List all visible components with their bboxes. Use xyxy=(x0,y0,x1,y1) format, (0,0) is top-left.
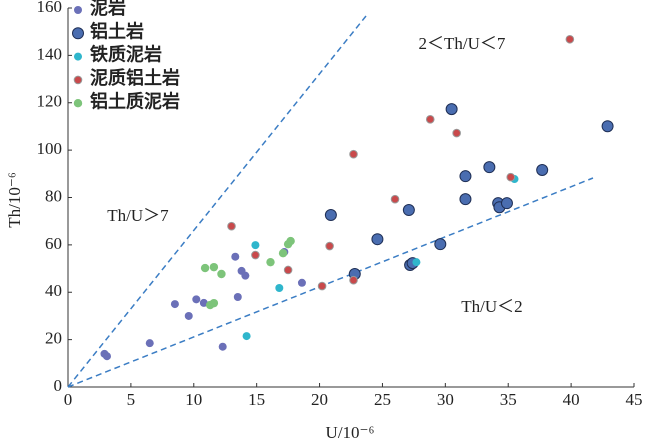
y-tick-label: 140 xyxy=(37,44,63,63)
point xyxy=(371,233,384,246)
annotation: Th/U＜2 xyxy=(461,297,522,316)
x-tick-label: 15 xyxy=(248,390,265,409)
x-tick-label: 20 xyxy=(311,390,328,409)
point xyxy=(266,257,275,267)
y-tick-label: 40 xyxy=(45,281,62,300)
x-tick-label: 35 xyxy=(500,390,517,409)
point xyxy=(452,128,461,138)
point xyxy=(324,209,337,222)
point xyxy=(233,292,242,301)
point xyxy=(565,34,575,44)
legend-marker xyxy=(73,75,83,85)
legend-label: 泥岩 xyxy=(90,0,126,18)
point xyxy=(283,265,293,275)
point xyxy=(241,271,250,280)
x-tick-label: 0 xyxy=(64,390,73,409)
y-axis-title: Th/10⁻⁶ xyxy=(5,172,24,228)
point xyxy=(209,298,219,308)
point xyxy=(459,170,472,183)
point xyxy=(317,281,327,291)
point xyxy=(227,221,236,231)
x-tick-label: 5 xyxy=(127,390,136,409)
x-tick-label: 25 xyxy=(374,390,391,409)
y-tick-label: 160 xyxy=(37,0,63,16)
point xyxy=(434,238,447,251)
y-tick-label: 100 xyxy=(37,139,63,158)
point xyxy=(390,194,400,204)
annotation: 2＜Th/U＜7 xyxy=(419,34,506,53)
point xyxy=(231,252,240,261)
legend-label: 铝土质泥岩 xyxy=(90,90,180,111)
point xyxy=(184,311,193,320)
point xyxy=(170,300,179,309)
ratio-line xyxy=(67,177,594,388)
point xyxy=(217,269,226,279)
x-tick-label: 10 xyxy=(185,390,202,409)
y-tick-label: 120 xyxy=(37,92,63,111)
y-tick-label: 20 xyxy=(45,329,62,348)
x-axis-title: U/10⁻⁶ xyxy=(326,423,375,442)
x-tick-label: 30 xyxy=(437,390,454,409)
legend-marker xyxy=(74,6,82,14)
point xyxy=(209,262,219,272)
legend-label: 铁质泥岩 xyxy=(90,44,162,65)
point xyxy=(218,342,227,351)
x-tick-label: 40 xyxy=(563,390,580,409)
y-tick-label: 0 xyxy=(54,376,63,395)
point xyxy=(102,352,111,361)
legend-label: 铝土岩 xyxy=(90,20,144,41)
point xyxy=(286,236,295,246)
y-tick-label: 80 xyxy=(45,186,62,205)
point xyxy=(325,241,334,251)
point xyxy=(278,248,288,258)
point xyxy=(506,172,516,182)
point xyxy=(445,103,458,116)
legend-marker xyxy=(74,52,82,61)
point xyxy=(483,161,496,174)
legend-label: 泥质铝土岩 xyxy=(90,67,180,88)
point xyxy=(425,115,435,124)
point xyxy=(601,120,614,133)
point xyxy=(275,283,284,292)
y-tick-label: 60 xyxy=(45,234,62,253)
point xyxy=(192,295,201,304)
x-tick-label: 45 xyxy=(626,390,643,409)
point xyxy=(500,197,513,210)
point xyxy=(200,263,210,273)
point xyxy=(412,258,421,267)
point xyxy=(459,193,472,206)
legend-marker xyxy=(72,27,84,40)
legend-marker xyxy=(73,99,83,108)
point xyxy=(251,241,260,250)
point xyxy=(145,339,154,348)
point xyxy=(349,149,358,159)
point xyxy=(402,204,415,217)
point xyxy=(349,275,358,285)
point xyxy=(297,278,306,287)
point xyxy=(242,332,251,341)
point xyxy=(251,250,260,260)
point xyxy=(536,164,549,177)
point xyxy=(199,298,208,307)
annotation: Th/U＞7 xyxy=(107,206,169,225)
